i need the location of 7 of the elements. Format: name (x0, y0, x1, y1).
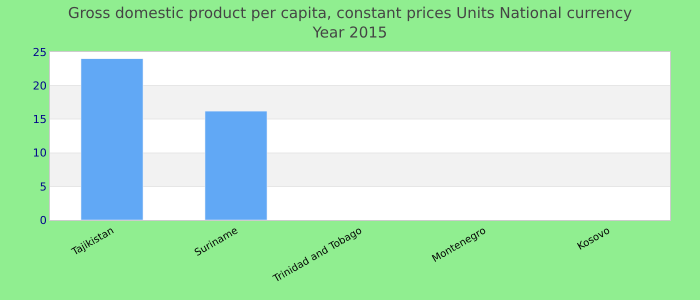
y-tick-label: 25 (32, 46, 47, 59)
y-tick-label: 5 (40, 180, 47, 194)
chart-title: Gross domestic product per capita, constant prices Units National currency Year 2015 (68, 4, 632, 42)
y-tick-label: 10 (32, 146, 47, 160)
y-tick-label: 0 (40, 214, 47, 227)
y-tick-label: 20 (32, 79, 47, 92)
y-tick-label: 15 (32, 113, 47, 126)
